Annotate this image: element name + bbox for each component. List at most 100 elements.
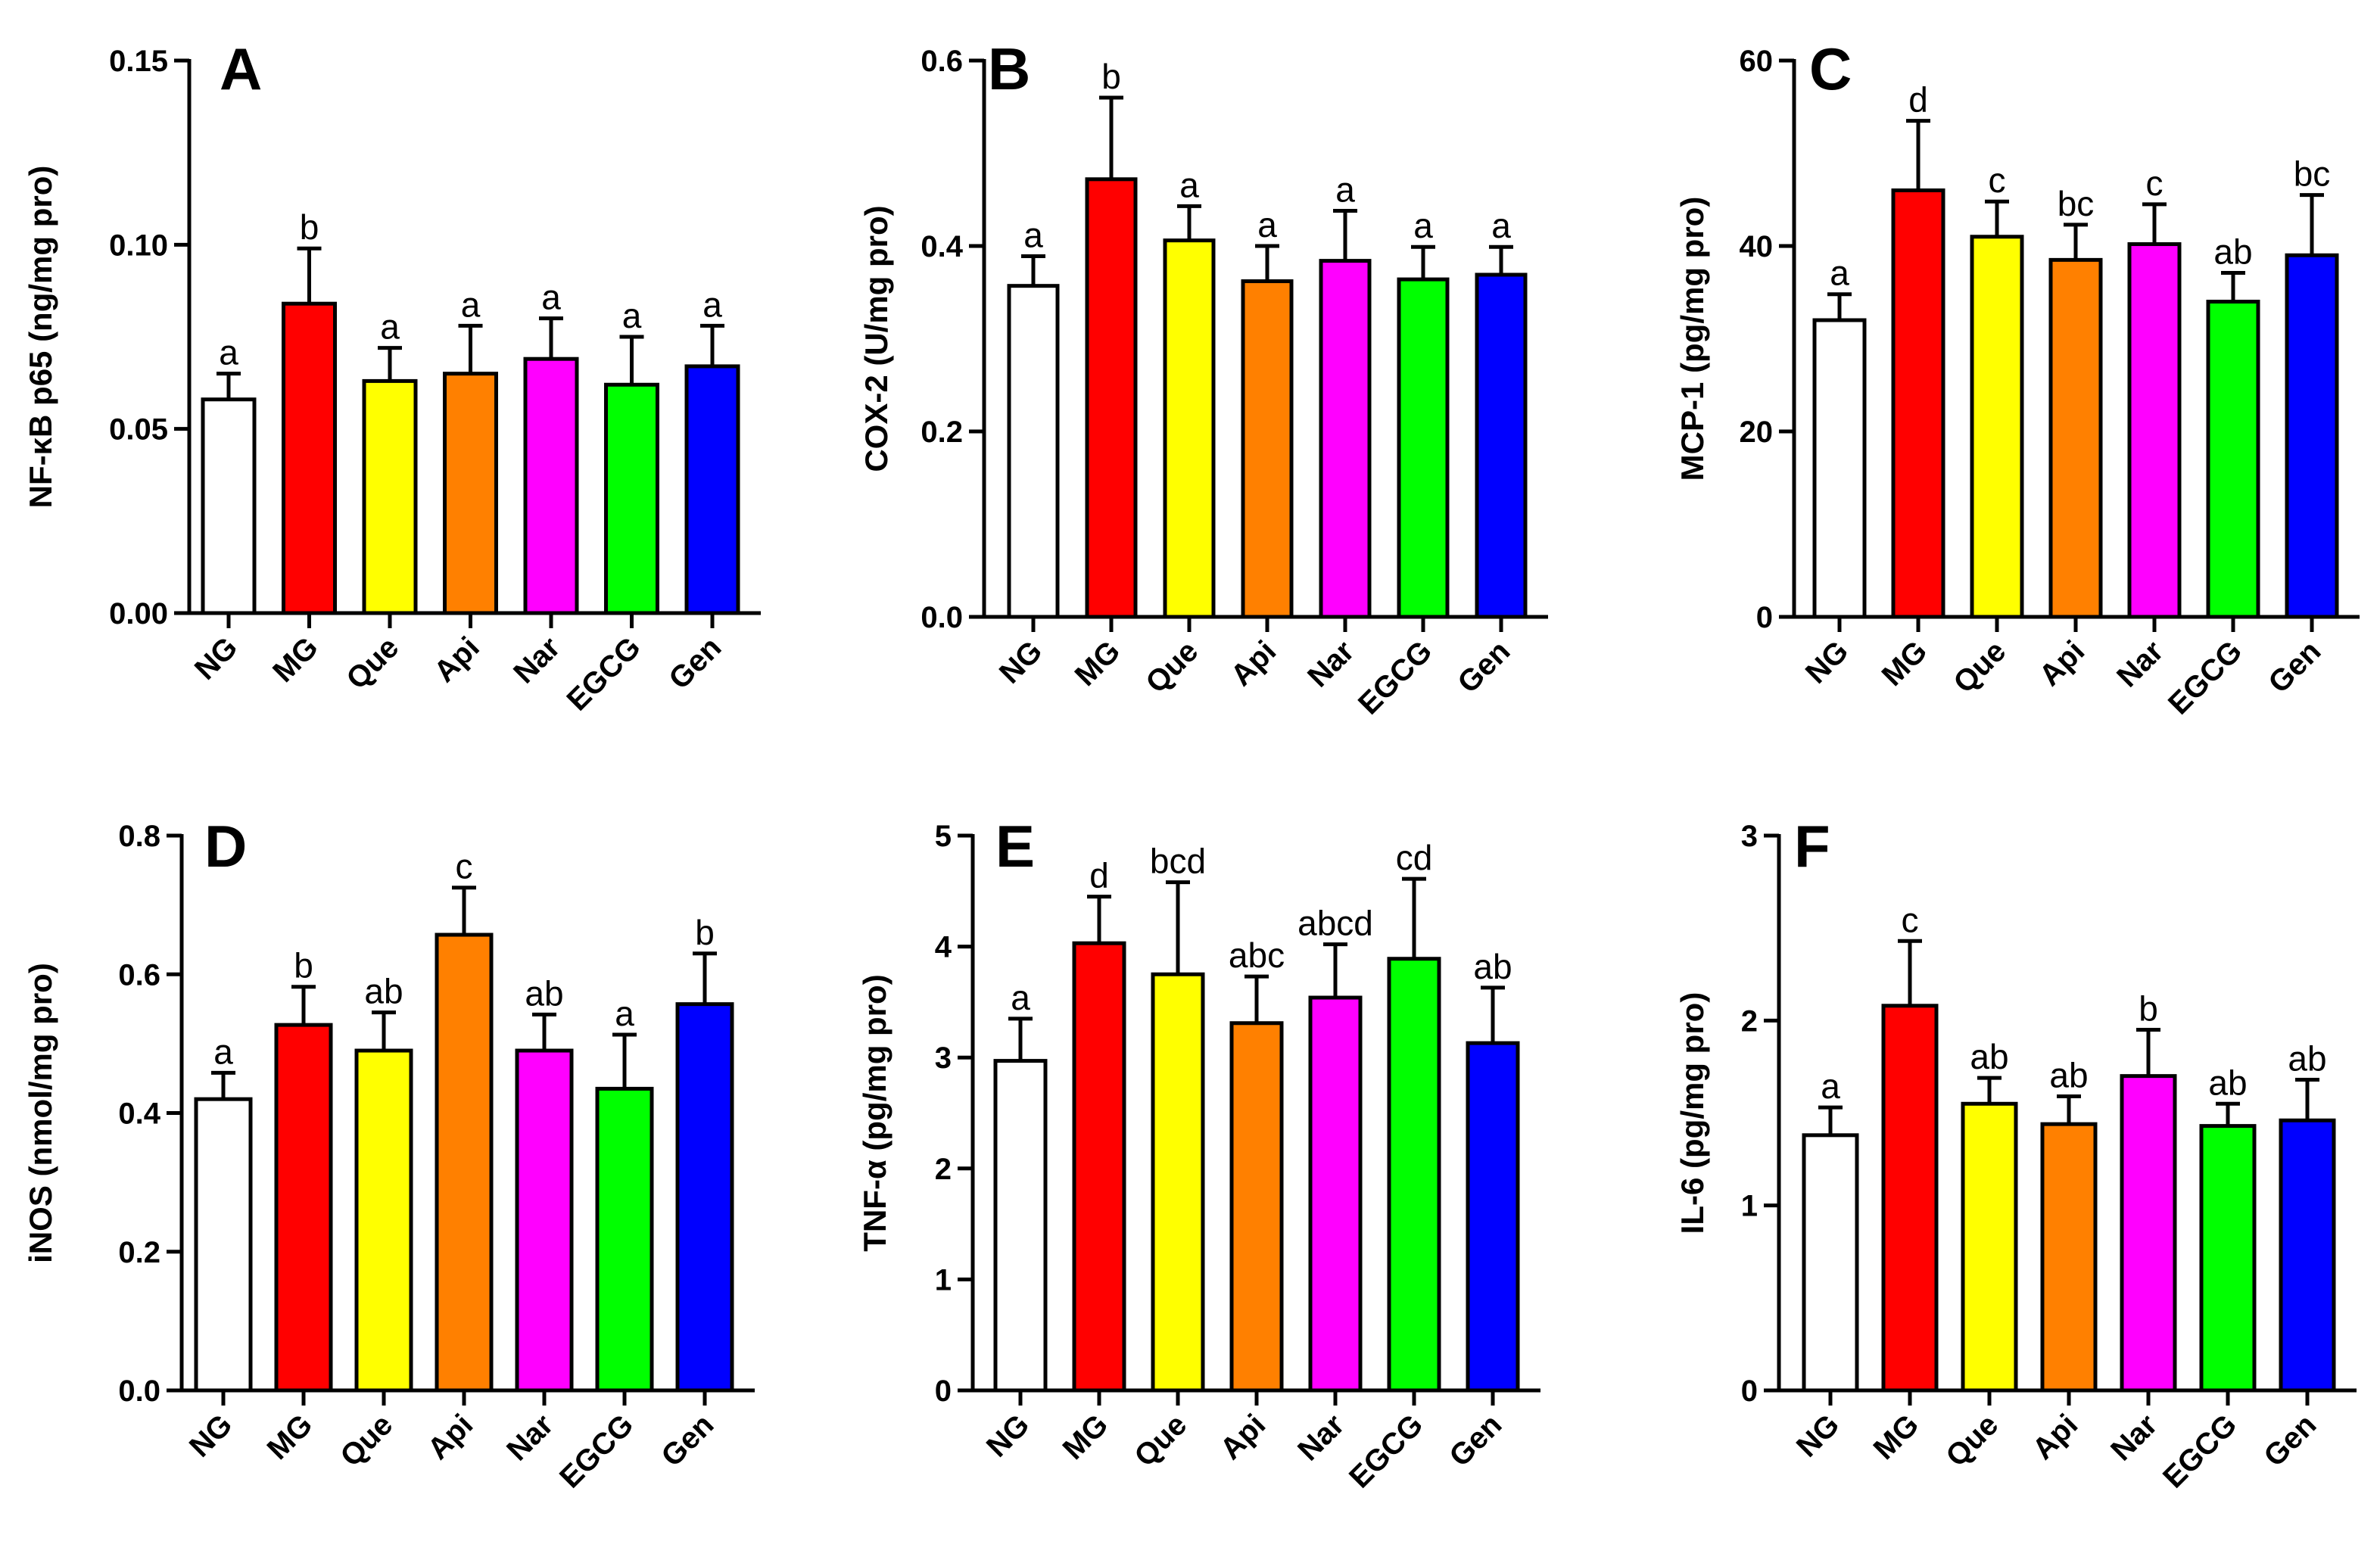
bar-mg xyxy=(274,1023,333,1393)
category-label: Api xyxy=(428,630,486,689)
significance-label: b xyxy=(1101,57,1121,96)
y-tick-label: 0.00 xyxy=(109,597,168,630)
bar-ng xyxy=(1812,318,1867,619)
panel-letter: B xyxy=(988,36,1030,102)
bar-nar xyxy=(1308,995,1363,1393)
y-tick-label: 0.10 xyxy=(109,229,168,262)
y-axis-title: IL-6 (pg/mg pro) xyxy=(1674,992,1710,1234)
bar-api xyxy=(443,372,498,615)
y-tick-label: 1 xyxy=(1741,1190,1758,1223)
bar-gen xyxy=(2285,253,2339,619)
category-label: NG xyxy=(993,634,1049,690)
bar-api xyxy=(435,932,494,1393)
y-axis-title: NF-κB p65 (ng/mg pro) xyxy=(23,166,58,509)
y-axis-title: COX-2 (U/mg pro) xyxy=(858,205,894,472)
chart-panel-a: 0.00 0.05 0.10 0.15 NF-κB p65 (ng/mg pro) Aa N… xyxy=(23,36,761,718)
y-tick-label: 2 xyxy=(1741,1004,1758,1038)
significance-label: b xyxy=(695,913,715,952)
bar-ng xyxy=(201,397,257,615)
significance-label: a xyxy=(219,333,238,372)
category-label: MG xyxy=(266,630,325,689)
y-tick-label: 0.6 xyxy=(921,45,963,78)
bar-que xyxy=(1151,972,1205,1393)
significance-label: c xyxy=(2146,163,2163,203)
category-label: MG xyxy=(261,1408,319,1466)
significance-label: d xyxy=(1908,80,1928,120)
significance-label: c xyxy=(1902,900,1919,939)
significance-label: a xyxy=(702,285,722,324)
bar-gen xyxy=(1466,1041,1520,1393)
significance-label: bcd xyxy=(1150,842,1206,881)
significance-label: a xyxy=(1257,205,1277,244)
significance-label: b xyxy=(2139,989,2158,1029)
category-label: EGCG xyxy=(2162,634,2248,721)
significance-label: c xyxy=(1989,160,2006,200)
bar-api xyxy=(1229,1021,1284,1393)
significance-label: a xyxy=(213,1032,233,1071)
y-tick-label: 0.2 xyxy=(118,1236,160,1269)
bar-ng xyxy=(1802,1133,1859,1393)
bar-gen xyxy=(675,1002,734,1393)
bar-egcg xyxy=(595,1086,654,1393)
y-tick-label: 0.05 xyxy=(109,413,168,447)
y-axis-title: iNOS (nmol/mg pro) xyxy=(23,963,58,1263)
significance-label: ab xyxy=(2213,232,2252,272)
bar-que xyxy=(362,378,418,615)
y-tick-label: 60 xyxy=(1740,45,1774,78)
category-label: Api xyxy=(422,1408,480,1466)
bar-egcg xyxy=(1397,277,1450,619)
category-label: NG xyxy=(188,630,245,686)
bar-egcg xyxy=(604,382,659,615)
category-label: NG xyxy=(183,1408,239,1464)
y-tick-label: 2 xyxy=(935,1153,952,1186)
significance-label: a xyxy=(1179,165,1199,204)
category-label: Gen xyxy=(2262,634,2327,699)
significance-label: a xyxy=(1011,978,1030,1017)
bar-mg xyxy=(1085,177,1138,619)
significance-label: bc xyxy=(2294,154,2331,194)
category-label: Nar xyxy=(1291,1408,1350,1467)
significance-label: a xyxy=(622,296,642,335)
category-label: Nar xyxy=(507,630,566,690)
significance-label: cd xyxy=(1396,838,1433,877)
category-label: Que xyxy=(1939,1408,2005,1473)
bar-mg xyxy=(1072,941,1126,1393)
bar-mg xyxy=(1891,188,1945,619)
significance-label: a xyxy=(615,994,634,1033)
y-tick-label: 0.4 xyxy=(118,1097,160,1131)
chart-panel-c: 0 20 40 60 MCP-1 (pg/mg pro) Ca NG d MG c Que bc Api… xyxy=(1674,36,2360,721)
category-label: Que xyxy=(334,1408,399,1473)
category-label: Que xyxy=(1128,1408,1193,1473)
significance-label: abc xyxy=(1229,936,1285,975)
bar-que xyxy=(354,1048,413,1393)
significance-label: ab xyxy=(2288,1039,2326,1079)
significance-label: ab xyxy=(2208,1063,2247,1102)
panel-letter: D xyxy=(204,813,247,880)
significance-label: b xyxy=(294,946,313,985)
y-tick-label: 0.0 xyxy=(921,601,963,634)
category-label: Nar xyxy=(2111,634,2170,693)
y-tick-label: 0.0 xyxy=(118,1375,160,1408)
y-tick-label: 0.15 xyxy=(109,45,168,78)
y-tick-label: 5 xyxy=(935,820,952,853)
category-label: MG xyxy=(1069,634,1127,693)
y-tick-label: 0.4 xyxy=(921,230,963,263)
bar-que xyxy=(1970,235,2024,619)
category-label: EGCG xyxy=(1352,634,1438,721)
category-label: MG xyxy=(1868,1408,1926,1466)
category-label: Gen xyxy=(1443,1408,1508,1473)
panel-letter: F xyxy=(1794,813,1830,880)
y-tick-label: 1 xyxy=(935,1263,952,1297)
y-tick-label: 0.2 xyxy=(921,416,963,449)
significance-label: ab xyxy=(525,973,563,1013)
category-label: Nar xyxy=(2104,1408,2163,1467)
bar-egcg xyxy=(2199,1124,2257,1393)
panel-letter: C xyxy=(1809,36,1852,102)
bar-ng xyxy=(194,1097,253,1393)
significance-label: ab xyxy=(364,972,403,1011)
y-tick-label: 0 xyxy=(1756,601,1773,634)
category-label: Api xyxy=(1225,634,1283,693)
category-label: Que xyxy=(1947,634,2012,699)
category-label: NG xyxy=(1790,1408,1846,1464)
